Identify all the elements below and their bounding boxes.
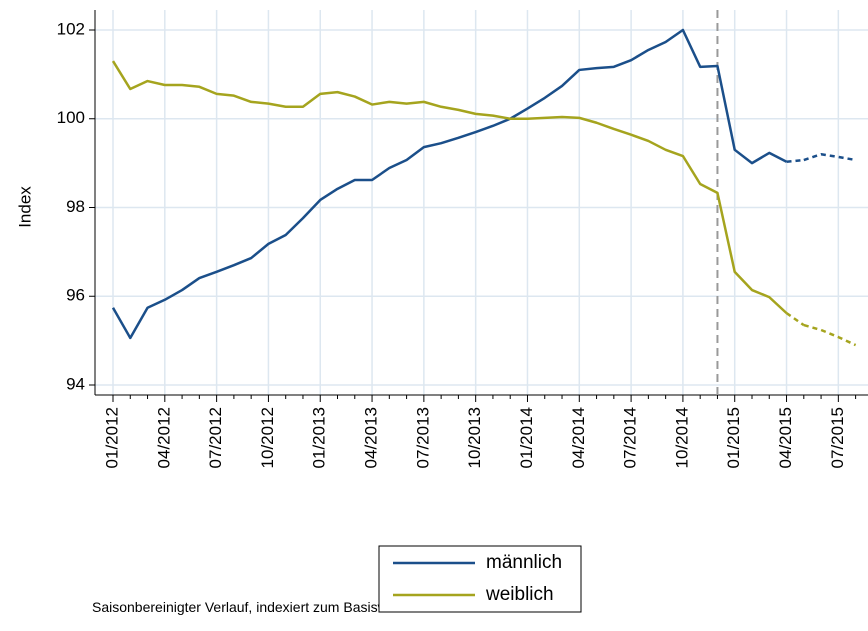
line-projection: [803, 153, 856, 162]
x-tick-label: 07/2012: [206, 407, 225, 468]
y-tick-label: 98: [66, 197, 85, 216]
y-axis-label: Index: [15, 186, 34, 228]
x-tick-label: 01/2013: [310, 407, 329, 468]
y-tick-label: 94: [66, 374, 85, 393]
x-tick-label: 07/2015: [828, 407, 847, 468]
x-tick-label: 07/2014: [621, 407, 640, 468]
x-tick-label: 01/2014: [517, 407, 536, 468]
y-tick-label: 102: [57, 19, 85, 38]
x-tick-label: 04/2013: [362, 407, 381, 468]
legend-box: [378, 545, 582, 613]
x-tick-label: 01/2015: [724, 407, 743, 468]
x-tick-label: 04/2012: [154, 407, 173, 468]
x-tick-label: 10/2012: [258, 407, 277, 468]
x-tick-label: 07/2013: [413, 407, 432, 468]
x-tick-label: 01/2012: [102, 407, 121, 468]
line: [111, 28, 788, 340]
x-tick-label: 10/2013: [465, 407, 484, 468]
y-tick-label: 100: [57, 108, 85, 127]
legend-label: weiblich: [485, 584, 554, 605]
x-tick-label: 04/2014: [569, 407, 588, 468]
line: [111, 60, 788, 315]
legend-label: männlich: [486, 552, 562, 573]
y-tick-label: 96: [66, 286, 85, 305]
line-projection-join: [786, 158, 804, 164]
x-tick-label: 04/2015: [776, 407, 795, 468]
x-tick-label: 10/2014: [672, 407, 691, 468]
line-projection-join: [785, 312, 805, 327]
line-projection: [803, 323, 857, 347]
